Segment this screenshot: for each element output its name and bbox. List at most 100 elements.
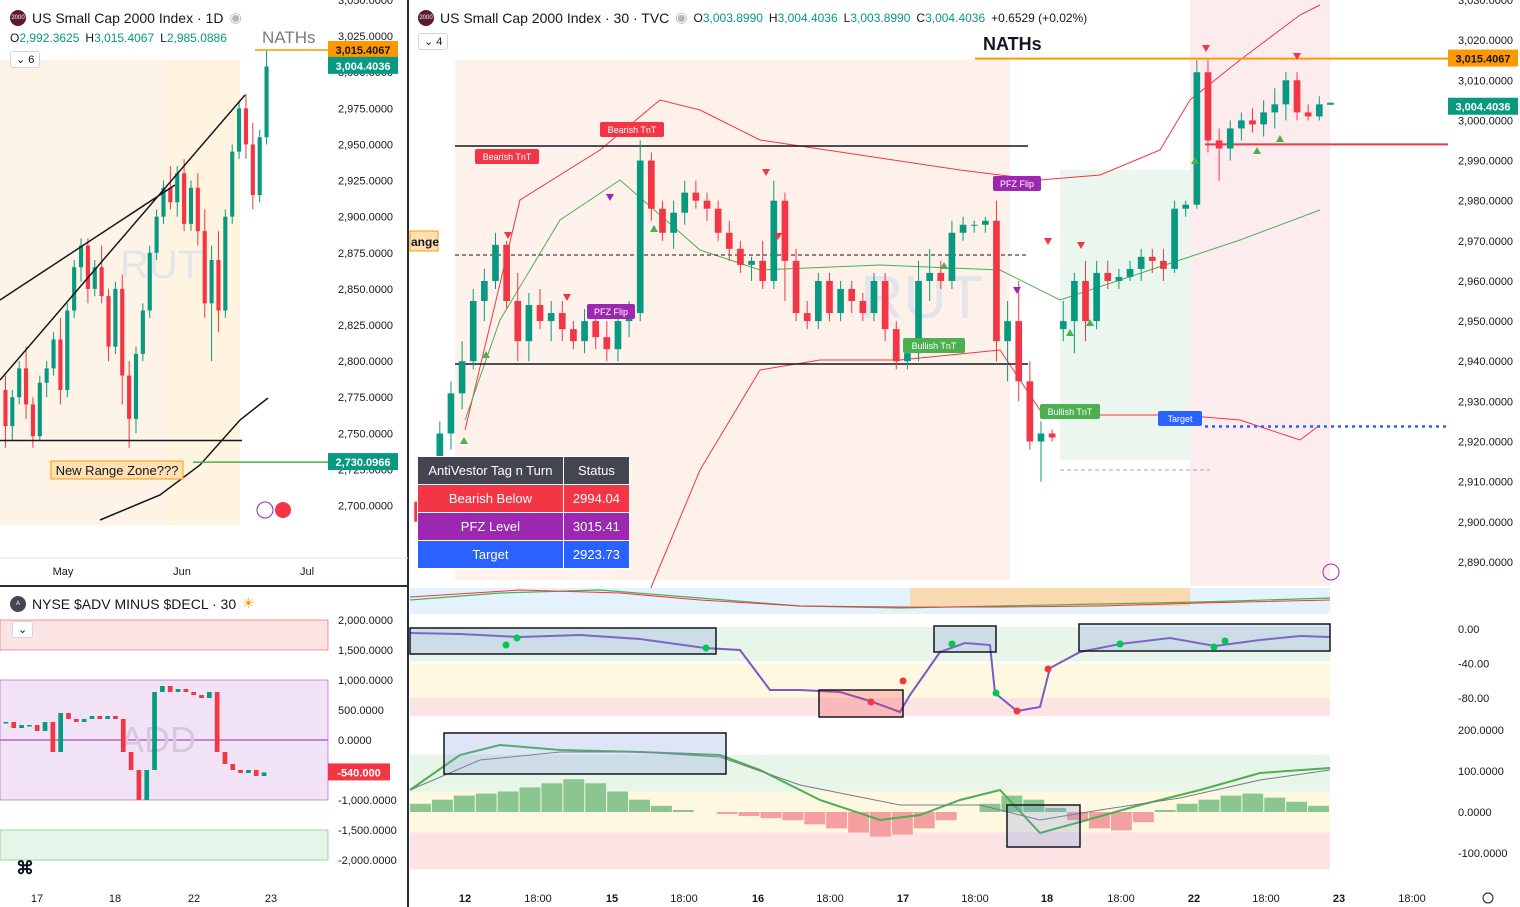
main-time-tick: 18:00 xyxy=(1252,893,1280,905)
add-indicators-toggle[interactable]: ⌄ xyxy=(12,621,34,638)
main-time-tick: 18 xyxy=(1041,893,1053,905)
watch-icon[interactable]: ◉ xyxy=(229,9,242,25)
add-candle xyxy=(89,716,95,719)
intraday-candle xyxy=(648,160,655,209)
intraday-candle xyxy=(1071,280,1078,322)
target-label-bg xyxy=(1158,411,1202,426)
daily-candle xyxy=(168,187,173,203)
osc1-dot xyxy=(1013,707,1021,715)
osc2-signal-line xyxy=(409,751,1331,821)
daily-candle xyxy=(237,108,242,152)
add-candle xyxy=(167,686,173,692)
osc2-histogram-bar xyxy=(1023,799,1045,812)
osc1-upper-band xyxy=(410,627,1330,662)
main-nath-tag: 3,015.4067 xyxy=(1455,54,1510,66)
main-chart-title[interactable]: US Small Cap 2000 Index · 30 · TVC xyxy=(440,9,670,26)
flash-icon xyxy=(256,501,274,519)
main-price-tick: 2,910.0000 xyxy=(1458,477,1513,489)
buy-arrow xyxy=(940,262,948,269)
osc2-histogram-bar xyxy=(563,779,585,812)
intraday-candle xyxy=(837,288,844,314)
daily-candle xyxy=(140,310,145,354)
add-chart-header: A NYSE $ADV MINUS $DECL · 30 ☀ xyxy=(10,595,255,612)
osc2-histogram-bar xyxy=(1045,807,1067,812)
table-row: Bearish Below 2994.04 xyxy=(417,484,631,513)
main-indicators-toggle[interactable]: ⌄ 4 xyxy=(418,33,449,50)
sell-arrow xyxy=(504,232,512,239)
table-row: PFZ Level 3015.41 xyxy=(417,512,631,541)
intraday-candle xyxy=(1004,321,1011,342)
left-price-tick: 2,700.0000 xyxy=(338,501,393,513)
left-nath-tag: 3,015.4067 xyxy=(335,45,390,57)
osc-strip-highlight xyxy=(910,588,1190,606)
sell-arrow xyxy=(563,294,571,301)
symbol-logo-icon: 2000 xyxy=(418,9,434,26)
buy-arrow xyxy=(1086,319,1094,326)
add-candle xyxy=(50,722,56,752)
intraday-candle xyxy=(636,160,644,314)
intraday-candle xyxy=(558,313,566,330)
osc2-histogram-bar xyxy=(672,809,694,812)
osc2-tick: 200.0000 xyxy=(1458,725,1504,737)
add-candle xyxy=(105,716,110,719)
main-time-tick: 17 xyxy=(897,893,909,905)
osc1-box xyxy=(933,625,997,653)
intraday-candle xyxy=(1304,112,1312,117)
daily-candle xyxy=(133,353,139,419)
intraday-candle xyxy=(1260,112,1267,125)
osc2-histogram-bar xyxy=(475,793,497,812)
osc2-box xyxy=(1006,804,1081,848)
intraday-candle xyxy=(514,301,522,342)
daily-candle xyxy=(58,339,63,390)
main-price-tick: 2,970.0000 xyxy=(1458,236,1513,248)
osc1-dot xyxy=(702,644,710,652)
intraday-candle xyxy=(659,208,666,233)
pfz-flip-label-bg xyxy=(587,304,635,319)
intraday-candle xyxy=(1048,433,1056,438)
osc1-tick: -40.00 xyxy=(1458,659,1489,671)
intraday-candle xyxy=(981,220,989,225)
symbol-logo-icon: 2000 xyxy=(10,9,26,26)
intraday-candle xyxy=(570,329,577,342)
add-candle xyxy=(120,719,126,752)
osc1-tick: 0.00 xyxy=(1458,624,1479,636)
left-indicators-toggle[interactable]: ⌄ 6 xyxy=(10,51,41,68)
intraday-candle xyxy=(892,329,900,362)
main-price-tick: 3,010.0000 xyxy=(1458,75,1513,87)
osc2-histogram-bar xyxy=(410,803,431,812)
add-candle xyxy=(160,686,165,692)
intraday-candle xyxy=(993,220,1000,342)
left-price-tick: 2,775.0000 xyxy=(338,392,393,404)
daily-candle xyxy=(10,397,15,427)
osc1-dot xyxy=(948,640,956,648)
osc2-histogram-bar xyxy=(650,805,672,812)
main-price-tick: 2,920.0000 xyxy=(1458,437,1513,449)
bearish-tnt-label-bg xyxy=(475,149,539,164)
range-label: ange xyxy=(411,235,439,249)
daily-candle xyxy=(17,368,22,398)
intraday-candle xyxy=(1249,120,1256,125)
buy-arrow xyxy=(1276,135,1284,142)
tag-n-turn-table: AntiVestor Tag n Turn Status Bearish Bel… xyxy=(417,456,631,569)
intraday-candle xyxy=(1126,268,1134,277)
add-candle xyxy=(183,689,189,692)
table-header: AntiVestor Tag n Turn xyxy=(417,456,564,485)
intraday-candle xyxy=(948,232,956,281)
intraday-candle xyxy=(447,393,455,434)
left-chart-title[interactable]: US Small Cap 2000 Index · 1D xyxy=(32,9,224,26)
intraday-candle xyxy=(469,301,477,362)
intraday-candle xyxy=(1238,120,1245,129)
add-candle xyxy=(144,770,150,800)
add-candle xyxy=(214,692,220,752)
buy-arrow xyxy=(482,351,490,358)
daily-candle xyxy=(243,108,249,145)
add-chart-title[interactable]: NYSE $ADV MINUS $DECL · 30 xyxy=(32,595,237,612)
intraday-candle xyxy=(737,248,744,265)
main-time-tick: 22 xyxy=(1188,893,1200,905)
intraday-candle xyxy=(592,321,600,338)
watch-icon[interactable]: ◉ xyxy=(675,9,688,25)
left-price-tick: 2,950.0000 xyxy=(338,139,393,151)
intraday-candle xyxy=(904,353,911,362)
intraday-candle xyxy=(1193,72,1201,205)
main-time-tick: 18:00 xyxy=(961,893,989,905)
